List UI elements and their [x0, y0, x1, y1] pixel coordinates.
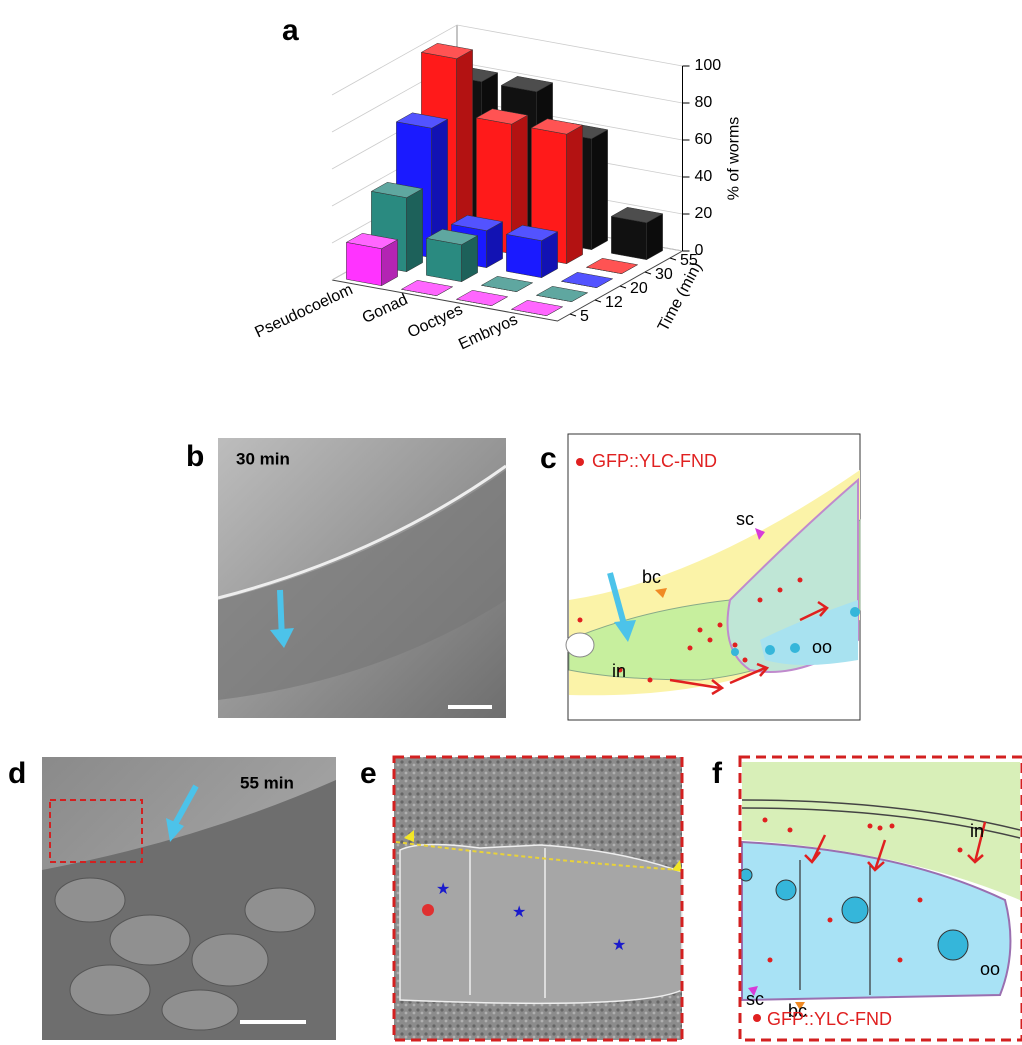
annotation: bc — [788, 1001, 807, 1021]
y-tick-label: 20 — [695, 205, 713, 222]
bar-top — [420, 43, 474, 59]
bar-top — [585, 258, 639, 274]
tick-mark — [619, 285, 627, 289]
bar-top — [505, 225, 559, 241]
legend-label: GFP::YLC-FND — [767, 1009, 892, 1029]
bar-front — [611, 216, 647, 260]
annotation: sc — [746, 989, 764, 1009]
bar-top — [475, 108, 529, 125]
y-tick-label: 0 — [695, 242, 704, 259]
bar-top — [480, 276, 534, 292]
bar-side — [591, 129, 608, 251]
x-tick-label: Ooctyes — [405, 301, 465, 341]
panel-label: b — [186, 440, 204, 473]
tick-mark — [594, 299, 602, 303]
diagram-c — [565, 433, 861, 721]
tick-mark — [644, 271, 652, 275]
bar — [510, 300, 564, 316]
tick-mark — [569, 313, 577, 317]
svg-text:★: ★ — [612, 937, 626, 954]
bar — [425, 229, 479, 283]
bar-front — [506, 234, 542, 278]
bar — [585, 258, 639, 274]
bar-top — [425, 229, 479, 245]
bar — [480, 276, 534, 292]
bar — [400, 280, 454, 296]
bar-top — [530, 118, 584, 135]
y-axis-title: % of worms — [726, 117, 743, 201]
bar-top — [370, 182, 424, 198]
legend-label: GFP::YLC-FND — [592, 451, 717, 471]
depth-tick-label: 12 — [605, 294, 623, 311]
annotation: in — [612, 661, 626, 681]
bar — [345, 233, 399, 287]
annotation: sc — [736, 509, 754, 529]
bar-top — [500, 76, 554, 92]
bar — [455, 290, 509, 306]
diagram-f — [738, 755, 1022, 1042]
time-label: 30 min — [236, 449, 290, 468]
bar-top — [450, 215, 504, 231]
panel-label: c — [540, 442, 557, 475]
bar — [560, 272, 614, 288]
y-tick-label: 80 — [695, 94, 713, 111]
bar-top — [535, 286, 589, 302]
y-tick-label: 60 — [695, 131, 713, 148]
x-tick-label: Pseudocoelom — [252, 281, 355, 341]
panel-label: e — [360, 757, 377, 790]
depth-tick-label: 20 — [630, 280, 648, 297]
micrograph-d — [42, 757, 336, 1040]
y-tick-label: 40 — [695, 168, 713, 185]
svg-text:★: ★ — [436, 881, 450, 898]
bar-side — [456, 49, 473, 245]
bar-top — [610, 207, 664, 223]
grid-line — [331, 24, 683, 96]
x-tick-label: Gonad — [360, 291, 411, 327]
depth-tick-label: 55 — [680, 252, 698, 269]
bar-front — [346, 242, 382, 286]
bar-top — [395, 112, 449, 129]
bar-top — [560, 272, 614, 288]
panel-label: d — [8, 757, 26, 790]
bar-top — [455, 290, 509, 306]
bar-side — [406, 188, 423, 273]
tick-mark — [669, 257, 677, 261]
bar-front — [426, 238, 462, 282]
time-label: 55 min — [240, 773, 294, 792]
micrograph-e: ★ ★ ★ — [392, 755, 684, 1042]
annotation: bc — [642, 567, 661, 587]
panel-label: a — [282, 14, 299, 47]
svg-text:★: ★ — [512, 904, 526, 921]
annotation: in — [970, 821, 984, 841]
annotation: oo — [980, 959, 1000, 979]
bar-top — [510, 300, 564, 316]
annotation: oo — [812, 637, 832, 657]
bar — [535, 286, 589, 302]
bar-top — [345, 233, 399, 249]
depth-tick-label: 30 — [655, 266, 673, 283]
bar — [505, 225, 559, 279]
depth-tick-label: 5 — [580, 308, 589, 325]
bar-side — [566, 124, 583, 265]
axis-line — [331, 250, 683, 322]
y-tick-label: 100 — [695, 57, 722, 74]
bar — [610, 207, 664, 261]
x-tick-label: Embryos — [456, 311, 520, 353]
panel-label: f — [712, 757, 723, 790]
bar-top — [400, 280, 454, 296]
micrograph-b — [217, 438, 507, 718]
